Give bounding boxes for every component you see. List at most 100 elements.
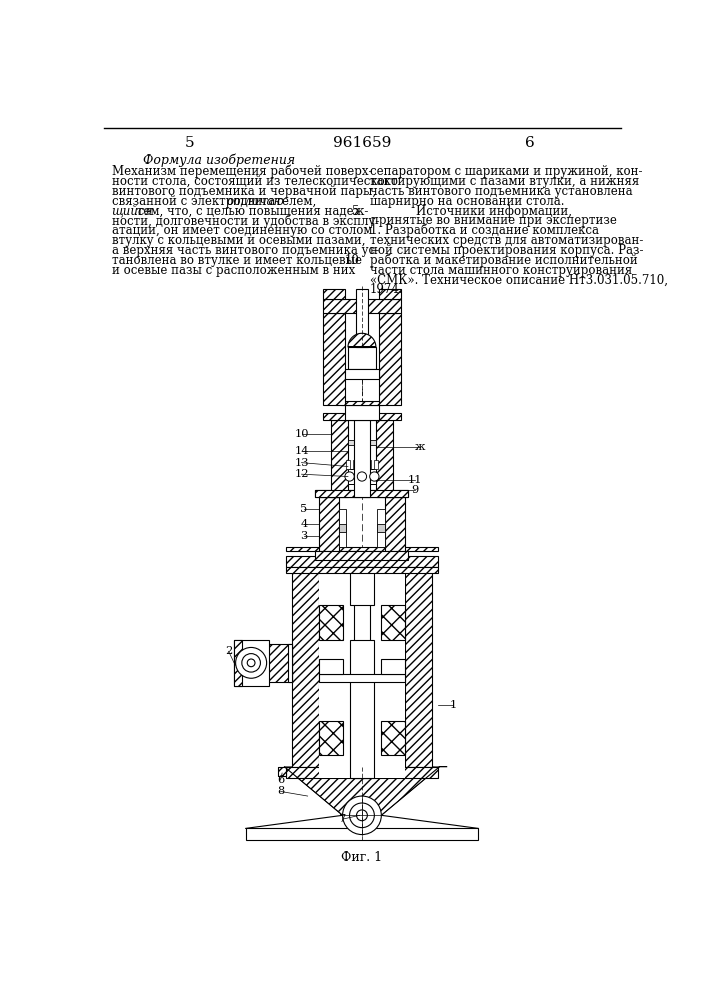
Bar — [381, 605, 404, 640]
Text: 5: 5 — [185, 136, 194, 150]
Bar — [323, 413, 401, 420]
Bar — [320, 567, 404, 778]
Text: 1: 1 — [450, 700, 457, 710]
Bar — [356, 289, 368, 347]
Text: ности, долговечности и удобства в эксплу-: ности, долговечности и удобства в эксплу… — [112, 214, 379, 228]
Text: 3: 3 — [300, 531, 308, 541]
Bar — [234, 640, 242, 686]
Bar — [381, 721, 404, 755]
Text: «СМК». Техническое описание Нт3.031.05.710,: «СМК». Техническое описание Нт3.031.05.7… — [370, 274, 667, 287]
Text: щийся: щийся — [112, 205, 153, 218]
Bar — [353, 460, 357, 469]
Circle shape — [356, 810, 368, 821]
Bar — [288, 644, 292, 682]
Circle shape — [349, 803, 374, 828]
Bar — [323, 312, 345, 405]
Bar — [376, 420, 393, 497]
Text: ной системы проектирования корпуса. Раз-: ной системы проектирования корпуса. Раз- — [370, 244, 643, 257]
Bar — [348, 469, 376, 484]
Bar — [292, 567, 320, 767]
Bar — [349, 640, 374, 778]
Text: 4: 4 — [300, 519, 308, 529]
Text: 9: 9 — [411, 485, 419, 495]
Bar — [360, 460, 364, 469]
Bar — [286, 547, 438, 551]
Circle shape — [345, 472, 354, 481]
Bar — [315, 490, 409, 497]
Bar — [261, 644, 292, 682]
Bar — [381, 659, 404, 674]
Bar — [345, 369, 379, 379]
Text: 8: 8 — [277, 786, 284, 796]
Text: 5: 5 — [352, 205, 360, 218]
Bar — [320, 674, 404, 682]
Text: и осевые пазы с расположенным в них: и осевые пазы с расположенным в них — [112, 264, 355, 277]
Bar — [348, 440, 376, 445]
Text: связанной с электродвигателем,: связанной с электродвигателем, — [112, 195, 320, 208]
Polygon shape — [284, 767, 448, 815]
Polygon shape — [348, 333, 376, 347]
Bar — [320, 659, 343, 674]
Text: 14: 14 — [294, 446, 309, 456]
Bar — [339, 524, 346, 532]
Bar — [315, 490, 409, 497]
Text: часть винтового подъемника установлена: часть винтового подъемника установлена — [370, 185, 632, 198]
Text: 12: 12 — [294, 469, 309, 479]
Bar — [279, 767, 286, 776]
Circle shape — [242, 654, 260, 672]
Circle shape — [235, 647, 267, 678]
Bar — [354, 420, 370, 497]
Bar — [286, 767, 438, 778]
Bar — [354, 567, 370, 778]
Circle shape — [357, 472, 367, 481]
Text: отличаю-: отличаю- — [226, 195, 288, 208]
Text: Источники информации,: Источники информации, — [416, 205, 572, 218]
Text: 6: 6 — [525, 136, 535, 150]
Text: 6: 6 — [277, 775, 284, 785]
Text: сепаратором с шариками и пружиной, кон-: сепаратором с шариками и пружиной, кон- — [370, 165, 642, 178]
Bar — [279, 767, 286, 776]
Bar — [323, 299, 401, 312]
Bar — [320, 605, 343, 640]
Text: 11: 11 — [407, 475, 422, 485]
Circle shape — [343, 796, 381, 835]
Text: шарнирно на основании стола.: шарнирно на основании стола. — [370, 195, 564, 208]
Text: 13: 13 — [294, 458, 309, 468]
Bar — [320, 721, 343, 755]
Text: ности стола, состоящий из телескопического: ности стола, состоящий из телескопическо… — [112, 175, 397, 188]
Bar — [367, 460, 371, 469]
Text: 5: 5 — [300, 504, 308, 514]
Text: 7: 7 — [339, 814, 346, 824]
Bar — [349, 567, 374, 605]
Text: тактирующими с пазами втулки, а нижняя: тактирующими с пазами втулки, а нижняя — [370, 175, 639, 188]
Text: технических средств для автоматизирован-: технических средств для автоматизирован- — [370, 234, 643, 247]
Text: Формула изобретения: Формула изобретения — [143, 153, 295, 167]
Text: а верхняя часть винтового подъемника ус-: а верхняя часть винтового подъемника ус- — [112, 244, 379, 257]
Text: винтового подъемника и червачной пары,: винтового подъемника и червачной пары, — [112, 185, 375, 198]
Text: ж: ж — [415, 442, 426, 452]
Bar — [385, 497, 404, 551]
Bar — [378, 509, 385, 547]
Text: 10: 10 — [294, 429, 309, 439]
Bar — [404, 567, 432, 767]
Bar — [346, 460, 351, 469]
Bar — [379, 312, 401, 405]
Text: втулку с кольцевыми и осевыми пазами,: втулку с кольцевыми и осевыми пазами, — [112, 234, 365, 247]
Text: 1. Разработка и создание комплекса: 1. Разработка и создание комплекса — [370, 224, 599, 237]
Text: 10: 10 — [345, 254, 360, 267]
Bar — [378, 524, 385, 532]
Bar — [331, 420, 348, 497]
Text: части стола машинного конструирования: части стола машинного конструирования — [370, 264, 632, 277]
Bar — [246, 828, 478, 840]
Text: атации, он имеет соединенную со столом: атации, он имеет соединенную со столом — [112, 224, 372, 237]
Text: Механизм перемещения рабочей поверх-: Механизм перемещения рабочей поверх- — [112, 165, 372, 178]
Text: принятые во внимание при экспертизе: принятые во внимание при экспертизе — [370, 214, 617, 227]
Text: 1974.: 1974. — [370, 283, 403, 296]
Bar — [323, 289, 345, 299]
Text: тем, что, с целью повышения надеж-: тем, что, с целью повышения надеж- — [132, 205, 368, 218]
Bar — [315, 551, 409, 560]
Bar — [348, 347, 376, 369]
Bar — [379, 289, 401, 299]
Bar — [320, 497, 339, 551]
Bar — [373, 460, 378, 469]
